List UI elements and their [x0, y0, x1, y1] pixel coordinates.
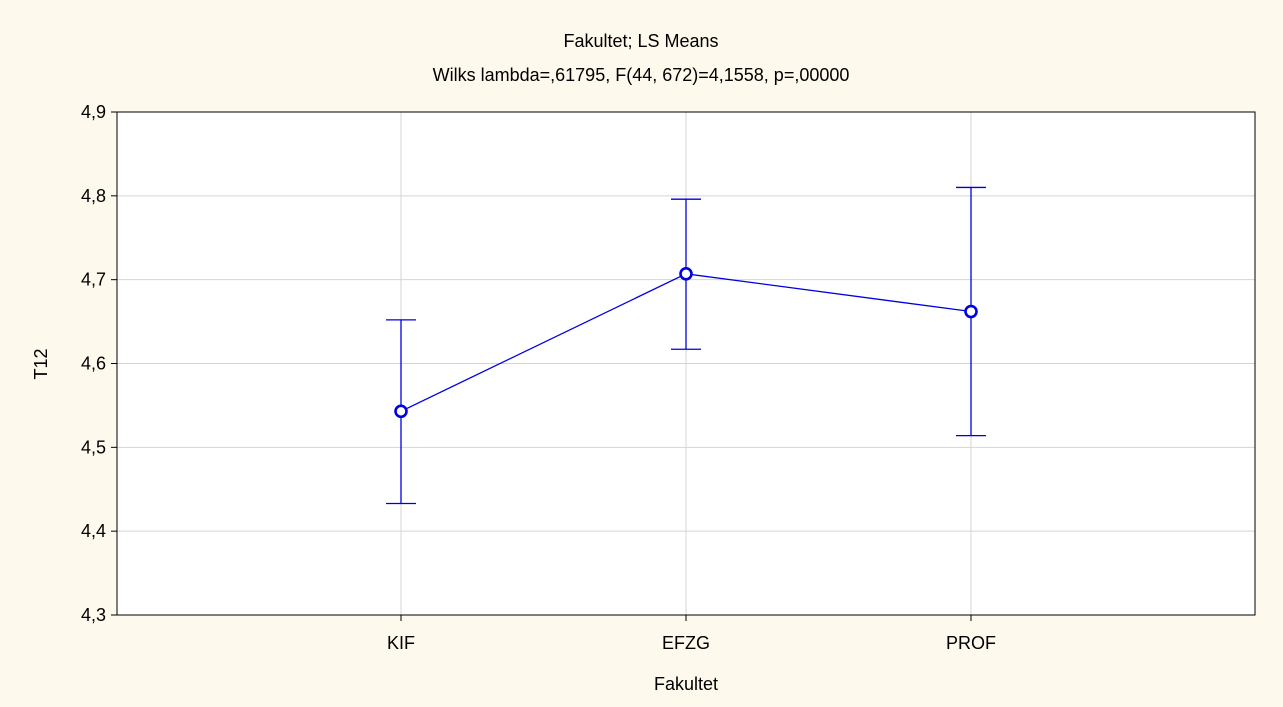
chart-subtitle: Wilks lambda=,61795, F(44, 672)=4,1558, … [433, 65, 850, 85]
y-tick-label: 4,5 [81, 437, 106, 457]
y-tick-label: 4,3 [81, 605, 106, 625]
y-axis: 4,3 4,4 4,5 4,6 4,7 4,8 4,9 [81, 102, 117, 625]
data-point [679, 266, 693, 281]
y-axis-label: T12 [31, 348, 51, 379]
y-tick-label: 4,7 [81, 270, 106, 290]
data-point [394, 404, 408, 419]
chart-title: Fakultet; LS Means [563, 31, 718, 51]
x-axis: KIF EFZG PROF [387, 615, 996, 653]
y-tick-label: 4,9 [81, 102, 106, 122]
y-tick-label: 4,8 [81, 186, 106, 206]
x-tick-label: EFZG [662, 633, 710, 653]
x-tick-label: KIF [387, 633, 415, 653]
x-tick-label: PROF [946, 633, 996, 653]
data-point [964, 304, 978, 319]
series [386, 186, 986, 505]
x-axis-label: Fakultet [654, 674, 718, 694]
y-tick-label: 4,4 [81, 521, 106, 541]
y-tick-label: 4,6 [81, 354, 106, 374]
